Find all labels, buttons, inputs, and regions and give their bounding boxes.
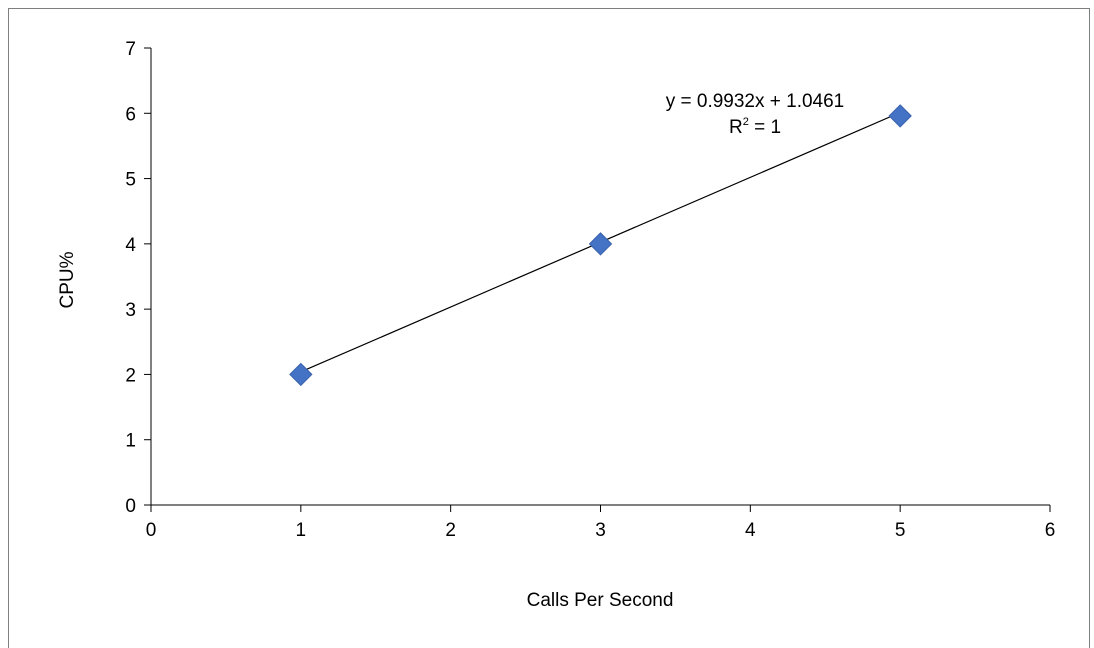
y-tick-label: 7 bbox=[125, 39, 136, 60]
y-tick-label: 5 bbox=[125, 170, 136, 191]
data-point-diamond bbox=[289, 362, 313, 387]
x-tick-label: 1 bbox=[296, 520, 307, 541]
y-tick-label: 1 bbox=[125, 431, 136, 452]
scatter-chart: 0 1 2 3 4 5 6 7 0 1 2 3 4 5 6 y = 0.9932x + 1.0461 R2 … bbox=[57, 39, 1055, 611]
data-point-diamond bbox=[888, 104, 912, 128]
x-tick-label: 2 bbox=[445, 520, 456, 541]
trendline-r-squared: R2 = 1 bbox=[729, 116, 781, 138]
chart-frame bbox=[8, 8, 1090, 648]
axes: 0 1 2 3 4 5 6 7 0 1 2 3 4 5 6 bbox=[125, 39, 1055, 541]
r2-prefix: R bbox=[729, 117, 743, 138]
data-points bbox=[289, 104, 912, 387]
data-point-diamond bbox=[588, 232, 613, 256]
x-tick-label: 4 bbox=[745, 520, 756, 541]
x-tick-label: 3 bbox=[595, 520, 606, 541]
trendline-equation: y = 0.9932x + 1.0461 bbox=[666, 91, 845, 112]
y-tick-label: 4 bbox=[125, 235, 136, 256]
x-axis-title: Calls Per Second bbox=[527, 590, 674, 611]
r2-suffix: = 1 bbox=[749, 117, 781, 138]
y-tick-label: 2 bbox=[125, 365, 136, 386]
y-tick-label: 3 bbox=[125, 300, 136, 321]
r2-superscript: 2 bbox=[743, 116, 749, 128]
y-tick-label: 0 bbox=[125, 496, 136, 517]
x-tick-label: 0 bbox=[146, 520, 157, 541]
y-axis-title: CPU% bbox=[57, 251, 78, 308]
y-tick-label: 6 bbox=[125, 104, 136, 125]
x-tick-label: 5 bbox=[895, 520, 906, 541]
x-tick-label: 6 bbox=[1045, 520, 1056, 541]
